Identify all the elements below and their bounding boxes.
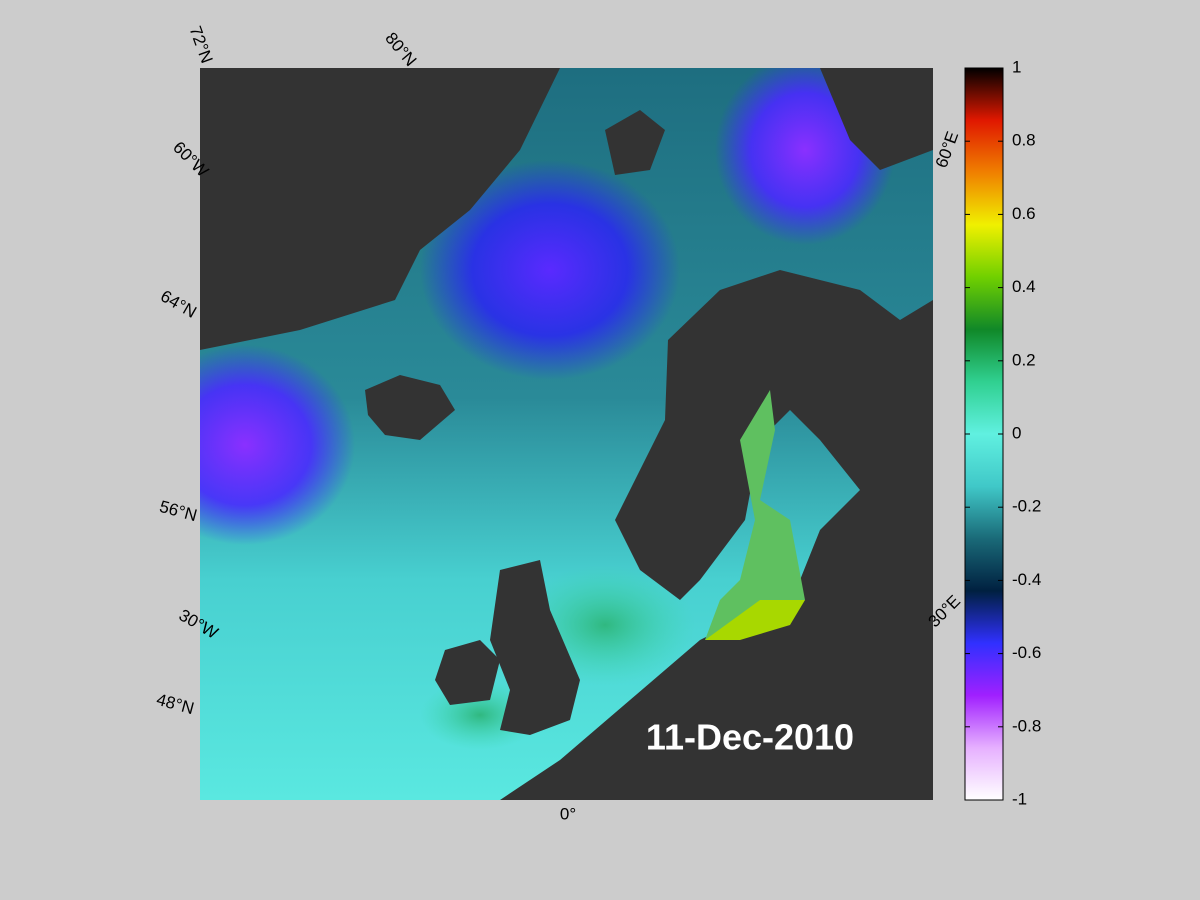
- baltic-sea: [705, 600, 805, 640]
- map: 11-Dec-2010: [200, 68, 933, 800]
- colorbar: [964, 67, 1004, 801]
- colorbar-tick-label: 0.6: [1012, 204, 1036, 223]
- anomaly-patch: [200, 345, 355, 545]
- colorbar-tick-label: 0.8: [1012, 131, 1036, 150]
- land: [200, 68, 933, 800]
- colorbar-tick-label: -0.2: [1012, 497, 1041, 516]
- graticule-label: 80°N: [381, 29, 420, 70]
- anomaly-patch: [420, 160, 680, 380]
- graticule-label: 48°N: [154, 690, 196, 718]
- colorbar-tick-label: -1: [1012, 789, 1027, 808]
- colorbar-tick-label: -0.6: [1012, 643, 1041, 662]
- graticule-label: 72°N: [186, 24, 217, 66]
- date-label: 11-Dec-2010: [646, 717, 854, 758]
- graticule-label: 0°: [560, 804, 576, 823]
- baltic-sea: [705, 390, 805, 640]
- colorbar-tick-label: 0: [1012, 423, 1021, 442]
- colorbar-tick-label: 0.4: [1012, 277, 1036, 296]
- colorbar-tick-label: 1: [1012, 57, 1021, 76]
- graticule-label: 56°N: [157, 497, 199, 525]
- colorbar-tick-label: -0.4: [1012, 570, 1041, 589]
- colorbar-tick-label: 0.2: [1012, 350, 1036, 369]
- graticule-label: 64°N: [157, 286, 199, 321]
- colorbar-tick-label: -0.8: [1012, 716, 1041, 735]
- graticule-label: 60°E: [932, 129, 963, 170]
